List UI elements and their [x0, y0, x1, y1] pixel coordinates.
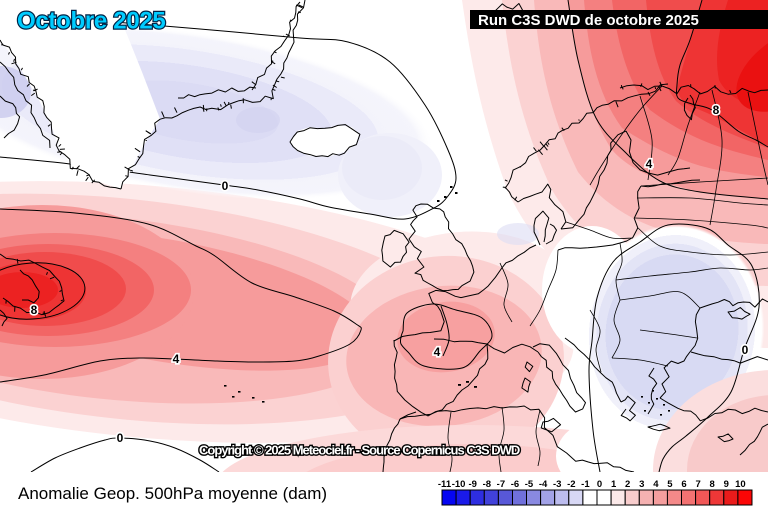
svg-text:8: 8	[710, 479, 715, 490]
svg-text:-1: -1	[581, 479, 590, 490]
svg-text:Run C3S DWD de octobre 2025: Run C3S DWD de octobre 2025	[478, 12, 699, 29]
svg-text:-11: -11	[438, 479, 452, 490]
svg-text:0: 0	[222, 179, 229, 193]
svg-text:-6: -6	[511, 479, 519, 490]
svg-text:0: 0	[597, 479, 602, 490]
svg-text:0: 0	[117, 431, 124, 445]
svg-text:Anomalie Geop. 500hPa moyenne: Anomalie Geop. 500hPa moyenne (dam)	[18, 484, 327, 503]
svg-text:4: 4	[434, 345, 441, 359]
svg-text:-10: -10	[452, 479, 466, 490]
svg-text:1: 1	[611, 479, 617, 490]
svg-text:10: 10	[735, 479, 746, 490]
svg-text:4: 4	[653, 479, 659, 490]
svg-text:-3: -3	[553, 479, 561, 490]
svg-text:-9: -9	[468, 479, 476, 490]
svg-text:0: 0	[742, 343, 749, 357]
svg-text:-4: -4	[539, 479, 548, 490]
svg-text:Octobre 2025: Octobre 2025	[17, 8, 165, 35]
svg-text:4: 4	[173, 352, 180, 366]
svg-text:-7: -7	[497, 479, 505, 490]
svg-text:8: 8	[31, 303, 38, 317]
svg-text:7: 7	[695, 479, 700, 490]
svg-text:9: 9	[724, 479, 729, 490]
svg-text:8: 8	[713, 103, 720, 117]
svg-text:3: 3	[639, 479, 644, 490]
svg-text:-5: -5	[525, 479, 534, 490]
svg-text:2: 2	[625, 479, 630, 490]
svg-text:-2: -2	[567, 479, 575, 490]
svg-text:-8: -8	[483, 479, 491, 490]
svg-text:5: 5	[667, 479, 673, 490]
svg-text:6: 6	[681, 479, 686, 490]
svg-text:4: 4	[646, 157, 653, 171]
svg-text:Copyright © 2025 Meteociel.fr: Copyright © 2025 Meteociel.fr - Source C…	[199, 443, 520, 458]
